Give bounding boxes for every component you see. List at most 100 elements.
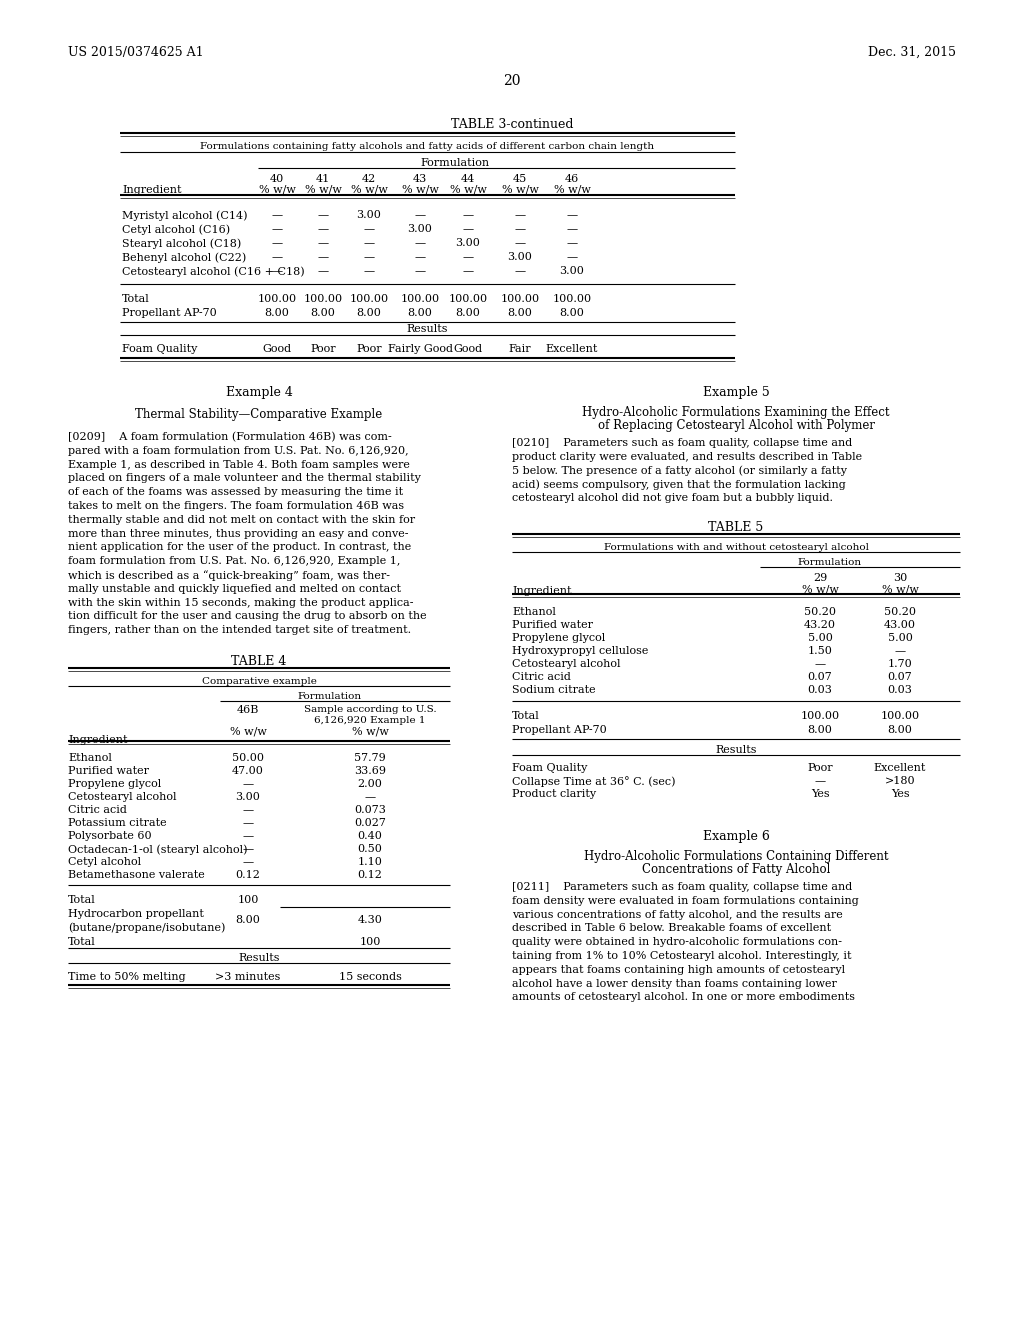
- Text: —: —: [243, 857, 254, 867]
- Text: appears that foams containing high amounts of cetostearyl: appears that foams containing high amoun…: [512, 965, 845, 974]
- Text: Dec. 31, 2015: Dec. 31, 2015: [868, 46, 956, 59]
- Text: Polysorbate 60: Polysorbate 60: [68, 832, 152, 841]
- Text: TABLE 4: TABLE 4: [231, 655, 287, 668]
- Text: alcohol have a lower density than foams containing lower: alcohol have a lower density than foams …: [512, 978, 837, 989]
- Text: 46B: 46B: [237, 705, 259, 715]
- Text: 0.07: 0.07: [888, 672, 912, 682]
- Text: —: —: [514, 224, 525, 234]
- Text: Formulation: Formulation: [421, 158, 489, 168]
- Text: —: —: [317, 210, 329, 220]
- Text: Hydro-Alcoholic Formulations Examining the Effect: Hydro-Alcoholic Formulations Examining t…: [583, 407, 890, 418]
- Text: Results: Results: [239, 953, 280, 964]
- Text: Results: Results: [407, 323, 447, 334]
- Text: —: —: [415, 267, 426, 276]
- Text: —: —: [317, 252, 329, 261]
- Text: 57.79: 57.79: [354, 752, 386, 763]
- Text: various concentrations of fatty alcohol, and the results are: various concentrations of fatty alcohol,…: [512, 909, 843, 920]
- Text: 0.12: 0.12: [357, 870, 382, 880]
- Text: % w/w: % w/w: [802, 583, 839, 594]
- Text: —: —: [415, 252, 426, 261]
- Text: TABLE 5: TABLE 5: [709, 521, 764, 535]
- Text: Results: Results: [715, 744, 757, 755]
- Text: 0.03: 0.03: [808, 685, 833, 696]
- Text: Excellent: Excellent: [873, 763, 926, 774]
- Text: Sample according to U.S.: Sample according to U.S.: [304, 705, 436, 714]
- Text: 100: 100: [238, 895, 259, 906]
- Text: 8.00: 8.00: [559, 308, 585, 318]
- Text: Hydrocarbon propellant: Hydrocarbon propellant: [68, 909, 204, 919]
- Text: 4.30: 4.30: [357, 915, 382, 925]
- Text: 0.12: 0.12: [236, 870, 260, 880]
- Text: foam density were evaluated in foam formulations containing: foam density were evaluated in foam form…: [512, 896, 859, 906]
- Text: 100: 100: [359, 937, 381, 946]
- Text: 5 below. The presence of a fatty alcohol (or similarly a fatty: 5 below. The presence of a fatty alcohol…: [512, 466, 847, 477]
- Text: —: —: [364, 238, 375, 248]
- Text: Comparative example: Comparative example: [202, 677, 316, 686]
- Text: —: —: [514, 267, 525, 276]
- Text: % w/w: % w/w: [450, 185, 486, 195]
- Text: Good: Good: [454, 345, 482, 354]
- Text: —: —: [243, 779, 254, 789]
- Text: —: —: [317, 238, 329, 248]
- Text: Good: Good: [262, 345, 292, 354]
- Text: of each of the foams was assessed by measuring the time it: of each of the foams was assessed by mea…: [68, 487, 403, 498]
- Text: quality were obtained in hydro-alcoholic formulations con-: quality were obtained in hydro-alcoholic…: [512, 937, 842, 948]
- Text: 8.00: 8.00: [456, 308, 480, 318]
- Text: Thermal Stability—Comparative Example: Thermal Stability—Comparative Example: [135, 408, 383, 421]
- Text: 0.40: 0.40: [357, 832, 382, 841]
- Text: % w/w: % w/w: [304, 185, 341, 195]
- Text: 0.07: 0.07: [808, 672, 833, 682]
- Text: 3.00: 3.00: [559, 267, 585, 276]
- Text: —: —: [514, 238, 525, 248]
- Text: 8.00: 8.00: [264, 308, 290, 318]
- Text: Propylene glycol: Propylene glycol: [68, 779, 161, 789]
- Text: —: —: [317, 267, 329, 276]
- Text: 8.00: 8.00: [808, 725, 833, 735]
- Text: [0210]    Parameters such as foam quality, collapse time and: [0210] Parameters such as foam quality, …: [512, 438, 852, 447]
- Text: placed on fingers of a male volunteer and the thermal stability: placed on fingers of a male volunteer an…: [68, 474, 421, 483]
- Text: —: —: [566, 210, 578, 220]
- Text: % w/w: % w/w: [350, 185, 387, 195]
- Text: Cetostearyl alcohol (C16 + C18): Cetostearyl alcohol (C16 + C18): [122, 267, 304, 277]
- Text: % w/w: % w/w: [229, 727, 266, 737]
- Text: —: —: [271, 224, 283, 234]
- Text: Yes: Yes: [811, 789, 829, 799]
- Text: 8.00: 8.00: [310, 308, 336, 318]
- Text: Foam Quality: Foam Quality: [512, 763, 588, 774]
- Text: —: —: [364, 224, 375, 234]
- Text: 8.00: 8.00: [888, 725, 912, 735]
- Text: 15 seconds: 15 seconds: [339, 972, 401, 982]
- Text: —: —: [514, 210, 525, 220]
- Text: Poor: Poor: [356, 345, 382, 354]
- Text: 46: 46: [565, 174, 580, 183]
- Text: Ingredient: Ingredient: [122, 185, 181, 195]
- Text: Excellent: Excellent: [546, 345, 598, 354]
- Text: 3.00: 3.00: [408, 224, 432, 234]
- Text: % w/w: % w/w: [882, 583, 919, 594]
- Text: 1.70: 1.70: [888, 659, 912, 669]
- Text: 8.00: 8.00: [508, 308, 532, 318]
- Text: 100.00: 100.00: [303, 294, 343, 304]
- Text: —: —: [364, 267, 375, 276]
- Text: 8.00: 8.00: [408, 308, 432, 318]
- Text: 50.20: 50.20: [884, 607, 916, 616]
- Text: 42: 42: [361, 174, 376, 183]
- Text: 100.00: 100.00: [501, 294, 540, 304]
- Text: Stearyl alcohol (C18): Stearyl alcohol (C18): [122, 238, 242, 248]
- Text: Yes: Yes: [891, 789, 909, 799]
- Text: 3.00: 3.00: [236, 792, 260, 803]
- Text: % w/w: % w/w: [554, 185, 591, 195]
- Text: Citric acid: Citric acid: [68, 805, 127, 814]
- Text: —: —: [271, 267, 283, 276]
- Text: Time to 50% melting: Time to 50% melting: [68, 972, 185, 982]
- Text: —: —: [243, 805, 254, 814]
- Text: 43.20: 43.20: [804, 620, 836, 630]
- Text: takes to melt on the fingers. The foam formulation 46B was: takes to melt on the fingers. The foam f…: [68, 502, 404, 511]
- Text: —: —: [463, 224, 473, 234]
- Text: 41: 41: [315, 174, 330, 183]
- Text: 100.00: 100.00: [801, 711, 840, 721]
- Text: —: —: [317, 224, 329, 234]
- Text: 3.00: 3.00: [508, 252, 532, 261]
- Text: Example 5: Example 5: [702, 385, 769, 399]
- Text: —: —: [243, 843, 254, 854]
